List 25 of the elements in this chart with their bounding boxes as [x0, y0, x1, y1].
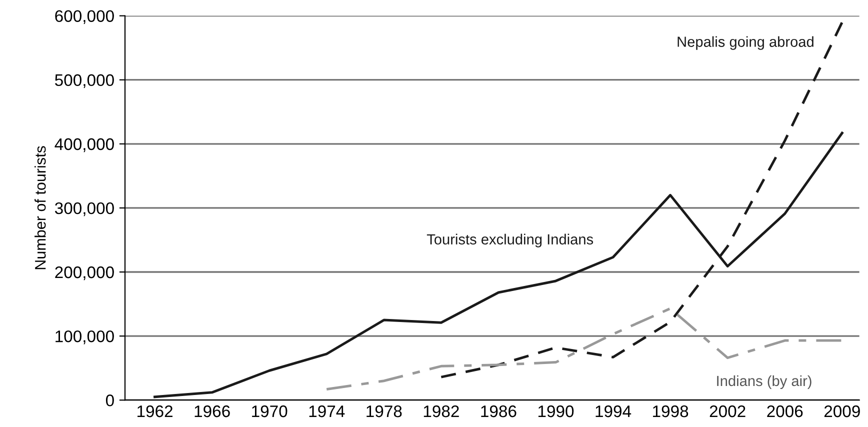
x-tick-label: 1990: [538, 405, 574, 418]
y-tick-label: 500,000: [55, 74, 114, 88]
y-axis-title: Number of tourists: [34, 146, 46, 270]
y-tick-label: 100,000: [56, 330, 114, 344]
line-series: [325, 307, 844, 390]
x-tick-label: 1978: [366, 405, 402, 418]
y-tick-label: 200,000: [55, 266, 114, 280]
series-label: Nepalis going abroad: [678, 36, 814, 50]
x-tick-label: 2009: [824, 405, 860, 418]
series-label: Indians (by air): [717, 375, 812, 389]
x-tick-label: 1998: [653, 405, 688, 418]
x-tick-label: 1962: [138, 405, 172, 418]
x-tick-label: 1986: [481, 405, 516, 418]
x-tick-label: 1970: [252, 405, 288, 418]
y-tick-label: 400,000: [54, 138, 114, 152]
x-tick-label: 1974: [309, 405, 345, 418]
series-label: Tourists excluding Indians: [426, 234, 594, 248]
y-tick-label: 300,000: [54, 202, 114, 216]
y-tick-label: 0: [106, 394, 114, 406]
x-tick-label: 1994: [596, 405, 632, 418]
x-tick-label: 1966: [194, 405, 230, 418]
x-tick-label: 2006: [767, 405, 803, 418]
x-tick-label: 2002: [710, 405, 746, 418]
x-tick-label: 1982: [424, 405, 459, 418]
y-tick-label: 600,000: [55, 10, 114, 24]
